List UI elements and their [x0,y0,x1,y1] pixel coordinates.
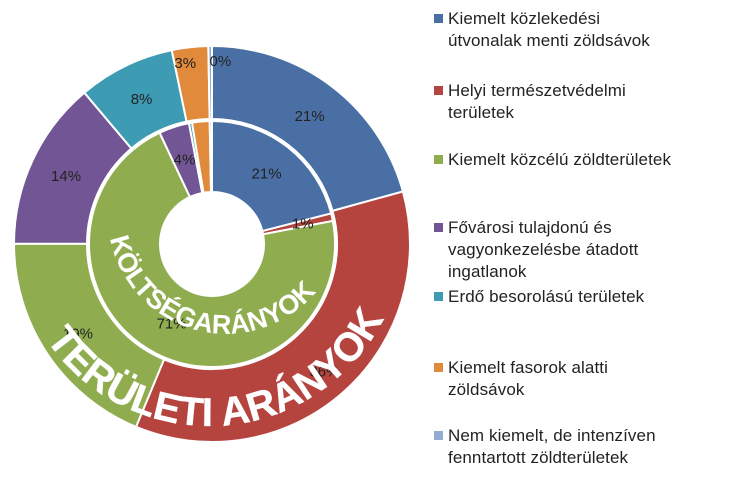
legend-swatch [434,292,443,301]
legend-swatch [434,14,443,23]
legend-swatch [434,155,443,164]
slice-value-label: 1% [292,216,314,233]
donut-hole [160,192,264,296]
legend-swatch [434,431,443,440]
inner-slice [208,119,213,194]
outer-ring [12,44,411,443]
slice-value-label: 36% [309,364,339,381]
slice-labels: 21% 36% 19% 14% 8% 3% 0% 21% 1% 71% 4% [51,53,339,380]
inner-ring [88,119,336,368]
legend-label: Fővárosi tulajdonú és vagyonkezelésbe át… [448,218,639,281]
slice-value-label: 21% [252,166,282,183]
legend-label: Kiemelt közcélú zöldterületek [448,150,672,169]
slice-value-label: 21% [295,108,325,125]
legend-label: Kiemelt közlekedési útvonalak menti zöld… [448,9,650,50]
legend-label: Helyi természetvédelmi területek [448,81,626,122]
slice-value-label: 8% [131,91,153,108]
slice-value-label: 3% [174,55,196,72]
outer-slice [134,190,411,443]
legend-swatch [434,86,443,95]
legend-label: Kiemelt fasorok alatti zöldsávok [448,358,608,399]
slice-value-label: 14% [51,168,81,185]
outer-slice [207,44,213,121]
slice-value-label: 19% [63,325,93,342]
slice-value-label: 71% [157,315,187,332]
legend-label: Nem kiemelt, de intenzíven fenntartott z… [448,426,656,467]
slice-value-label: 4% [174,151,196,168]
legend-swatch [434,363,443,372]
legend-swatch [434,223,443,232]
slice-value-label: 0% [210,53,232,70]
legend-label: Erdő besorolású területek [448,287,645,306]
